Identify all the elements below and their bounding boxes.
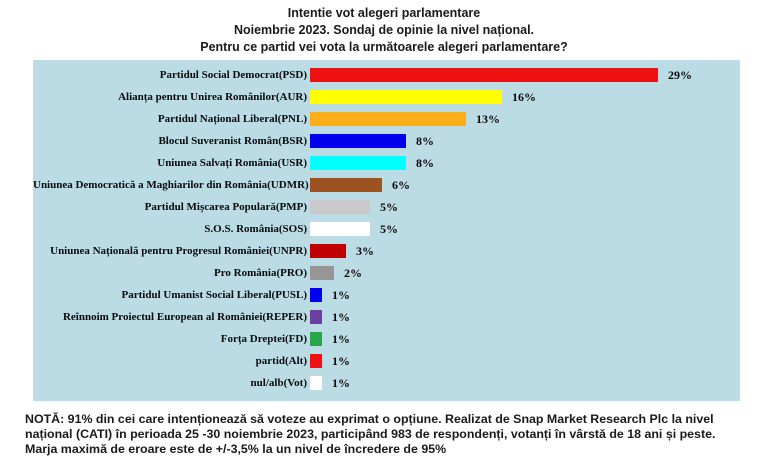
value-label: 1%: [332, 331, 350, 346]
bar: [310, 222, 370, 236]
value-label: 5%: [380, 199, 398, 214]
bar: [310, 266, 334, 280]
value-label: 8%: [416, 155, 434, 170]
chart-title: Intentie vot alegeri parlamentare Noiemb…: [0, 5, 768, 56]
footnote-line-2: național (CATI) în perioada 25 -30 noiem…: [25, 427, 716, 441]
bar-row: Partidul Mișcarea Populară(PMP) 5%: [33, 196, 740, 218]
value-label: 1%: [332, 309, 350, 324]
value-label: 1%: [332, 353, 350, 368]
footnote-line-3: Marja maximă de eroare este de +/-3,5% l…: [25, 442, 447, 456]
party-label: Partidul Social Democrat(PSD): [159, 69, 307, 81]
party-label: Uniunea Democratică a Maghiarilor din Ro…: [33, 179, 309, 191]
bar-row: Partidul Social Democrat(PSD) 29%: [33, 64, 740, 86]
party-label: Partidul Mișcarea Populară(PMP): [144, 201, 307, 213]
value-label: 6%: [392, 177, 410, 192]
party-label: Partidul Național Liberal(PNL): [157, 113, 307, 125]
chart-title-line-1: Intentie vot alegeri parlamentare: [287, 6, 481, 20]
party-label: Reînnoim Proiectul European al României(…: [62, 311, 307, 323]
value-label: 16%: [512, 89, 536, 104]
value-label: 3%: [356, 243, 374, 258]
party-label: Uniunea Națională pentru Progresul Român…: [50, 245, 307, 257]
value-label: 8%: [416, 133, 434, 148]
bar: [310, 112, 466, 126]
bar-row: Partidul Național Liberal(PNL) 13%: [33, 108, 740, 130]
value-label: 2%: [344, 265, 362, 280]
footnote-line-1: NOTĂ: 91% din cei care intenționează să …: [25, 412, 714, 426]
party-label: Blocul Suveranist Român(BSR): [158, 135, 307, 147]
bar: [310, 244, 346, 258]
bar: [310, 134, 406, 148]
chart-title-line-2: Noiembrie 2023. Sondaj de opinie la nive…: [233, 23, 535, 37]
bar-row: Uniunea Națională pentru Progresul Român…: [33, 240, 740, 262]
value-label: 1%: [332, 375, 350, 390]
chart-plot-area: Partidul Social Democrat(PSD) 29% Alianț…: [33, 60, 740, 401]
party-label: partid(Alt): [255, 355, 307, 367]
party-label: Alianța pentru Unirea Românilor(AUR): [118, 91, 307, 103]
bar: [310, 178, 382, 192]
bar-row: Reînnoim Proiectul European al României(…: [33, 306, 740, 328]
bar-row: partid(Alt) 1%: [33, 350, 740, 372]
bar-row: Pro România(PRO) 2%: [33, 262, 740, 284]
party-label: Pro România(PRO): [214, 267, 307, 279]
bar-row: Uniunea Salvați România(USR) 8%: [33, 152, 740, 174]
value-label: 1%: [332, 287, 350, 302]
value-label: 5%: [380, 221, 398, 236]
chart-title-line-3: Pentru ce partid vei vota la următoarele…: [200, 40, 568, 54]
bar-row: Partidul Umanist Social Liberal(PUSL) 1%: [33, 284, 740, 306]
bar: [310, 68, 658, 82]
bar-row: nul/alb(Vot) 1%: [33, 372, 740, 394]
bar: [310, 90, 502, 104]
party-label: nul/alb(Vot): [250, 377, 307, 389]
party-label: Forța Dreptei(FD): [220, 333, 307, 345]
bar: [310, 332, 322, 346]
value-label: 13%: [476, 111, 500, 126]
bar: [310, 376, 322, 390]
bar-row: Alianța pentru Unirea Românilor(AUR) 16%: [33, 86, 740, 108]
bar: [310, 200, 370, 214]
footnote: NOTĂ: 91% din cei care intenționează să …: [25, 412, 760, 457]
bar: [310, 156, 406, 170]
party-label: Uniunea Salvați România(USR): [157, 157, 307, 169]
bar-row: Blocul Suveranist Român(BSR) 8%: [33, 130, 740, 152]
party-label: Partidul Umanist Social Liberal(PUSL): [121, 289, 307, 301]
bar: [310, 288, 322, 302]
bar-row: S.O.S. România(SOS) 5%: [33, 218, 740, 240]
party-label: S.O.S. România(SOS): [204, 223, 307, 235]
value-label: 29%: [668, 67, 692, 82]
bar-row: Uniunea Democratică a Maghiarilor din Ro…: [33, 174, 740, 196]
bar-row: Forța Dreptei(FD) 1%: [33, 328, 740, 350]
bar: [310, 310, 322, 324]
bar: [310, 354, 322, 368]
